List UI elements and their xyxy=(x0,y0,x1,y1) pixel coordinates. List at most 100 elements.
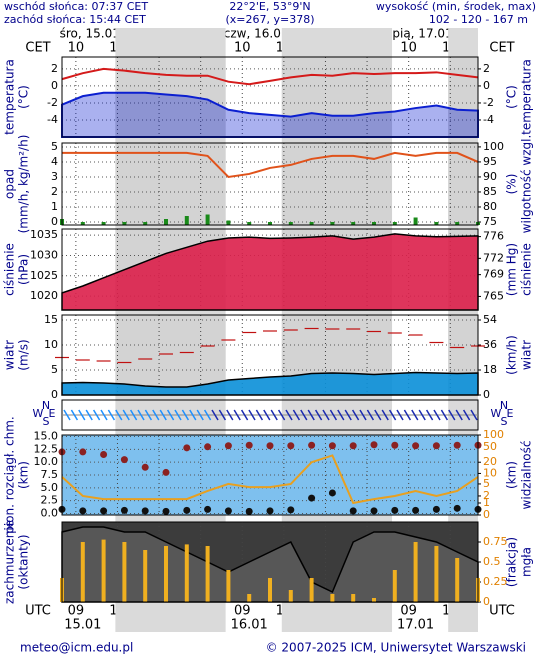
y2-tick-label: 2 xyxy=(483,489,490,502)
wind-arrow xyxy=(425,409,434,421)
bar xyxy=(434,546,439,602)
y2-tick-label: 75 xyxy=(483,215,497,228)
wind-arrow xyxy=(455,409,463,421)
y-tick-label: 1 xyxy=(51,200,58,213)
dot xyxy=(308,494,316,502)
y-tick-label: 1035 xyxy=(30,228,58,241)
cet-hour: 10 xyxy=(400,41,417,56)
dot xyxy=(266,442,274,450)
contact[interactable]: meteo@icm.edu.pl xyxy=(20,641,133,655)
wind-arrow xyxy=(122,409,130,421)
y2-axis-label: (frakcja) xyxy=(505,537,519,587)
night-band xyxy=(281,57,393,137)
y-tick-label: 2 xyxy=(51,62,58,75)
bar xyxy=(143,550,148,602)
dot xyxy=(453,441,461,449)
wind-arrow xyxy=(359,409,367,421)
panel-frame xyxy=(61,314,479,396)
compass: W xyxy=(33,407,44,420)
y2-tick-label: 90 xyxy=(483,170,497,183)
utc-hour: 09 xyxy=(400,604,417,619)
dot xyxy=(141,463,149,471)
y2-tick-label: 0.75 xyxy=(483,535,508,548)
wind-arrow xyxy=(300,409,308,421)
y2-axis-label: widzialność xyxy=(520,441,534,510)
y2-tick-label: 1 xyxy=(483,496,490,509)
bar xyxy=(164,546,168,602)
dot xyxy=(245,507,253,515)
y-tick-label: 5 xyxy=(51,363,58,376)
wind-arrow xyxy=(314,409,323,421)
series-area xyxy=(61,371,479,396)
bar xyxy=(309,578,314,602)
day-label: śro, 15.01 xyxy=(60,27,120,41)
night-band xyxy=(448,57,478,137)
dot xyxy=(412,442,420,450)
night-band xyxy=(115,315,226,395)
bar xyxy=(247,222,252,225)
cet-hour: 10 xyxy=(68,41,85,56)
bar xyxy=(247,594,252,602)
wind-arrow xyxy=(233,409,241,421)
wind-arrow xyxy=(263,409,271,421)
y2-tick-label: 0 xyxy=(483,388,490,401)
coords: 22°2'E, 53°9'N xyxy=(229,0,310,13)
bar xyxy=(184,544,189,602)
wind-arrow xyxy=(137,409,145,421)
wind-arrow xyxy=(255,409,264,421)
y-axis-label: (°C) xyxy=(17,85,31,109)
y-axis-label: (mm/h, kg/m²/h) xyxy=(17,135,31,234)
dot xyxy=(432,505,440,513)
wind-arrow xyxy=(129,409,138,421)
y2-tick-label: 0 xyxy=(483,79,490,92)
bar xyxy=(122,542,127,602)
y-axis-label: ciśnienie xyxy=(3,243,17,296)
panel-frame xyxy=(61,521,479,603)
date-label: 17.01 xyxy=(397,618,434,633)
bar xyxy=(143,222,148,225)
zone-top: CET xyxy=(489,41,514,56)
y-axis-label: (km) xyxy=(17,461,31,489)
panel: 0 0.25 0.5 0.75 zachmurzenie (oktanty) (frakcj… xyxy=(3,520,534,608)
dot xyxy=(162,507,170,515)
bar xyxy=(392,570,397,602)
wind-arrow xyxy=(166,409,175,421)
bar xyxy=(205,214,210,225)
y2-axis-label: wilgotność wzgl. xyxy=(520,135,534,234)
y-tick-label: 1030 xyxy=(30,248,58,261)
bar xyxy=(268,222,272,225)
y-tick-label: 15 xyxy=(44,313,58,326)
compass: E xyxy=(507,407,514,420)
dot xyxy=(204,505,212,513)
dot xyxy=(370,507,378,515)
compass: N xyxy=(42,399,50,412)
dot xyxy=(391,506,399,514)
y-tick-label: 10.0 xyxy=(34,455,59,468)
bar xyxy=(351,594,356,602)
series-line xyxy=(61,67,479,86)
y-axis-label: zachmurzenie xyxy=(3,520,17,604)
wind-arrow xyxy=(196,409,204,421)
y-axis-label: pion. rozciągł. chm. xyxy=(3,416,17,534)
day-label: czw, 16.01 xyxy=(224,27,289,41)
wind-arrow xyxy=(403,409,412,421)
y-axis-label: (oktanty) xyxy=(17,534,31,589)
bar xyxy=(455,558,460,602)
dot xyxy=(432,442,440,450)
bar xyxy=(288,590,293,602)
y-tick-label: -2 xyxy=(47,96,58,109)
y-tick-label: 10 xyxy=(44,338,58,351)
y2-tick-label: -2 xyxy=(483,96,494,109)
wind-arrow xyxy=(351,409,360,421)
bar xyxy=(80,222,85,225)
compass: W xyxy=(491,407,502,420)
dot xyxy=(412,506,420,514)
grid-point: (x=267, y=378) xyxy=(225,13,314,26)
night-band xyxy=(448,143,478,225)
bar xyxy=(309,222,314,225)
wind-arrow xyxy=(78,409,86,421)
y2-axis-label: ciśnienie xyxy=(520,243,534,296)
dot xyxy=(141,507,149,515)
bar xyxy=(184,216,189,225)
